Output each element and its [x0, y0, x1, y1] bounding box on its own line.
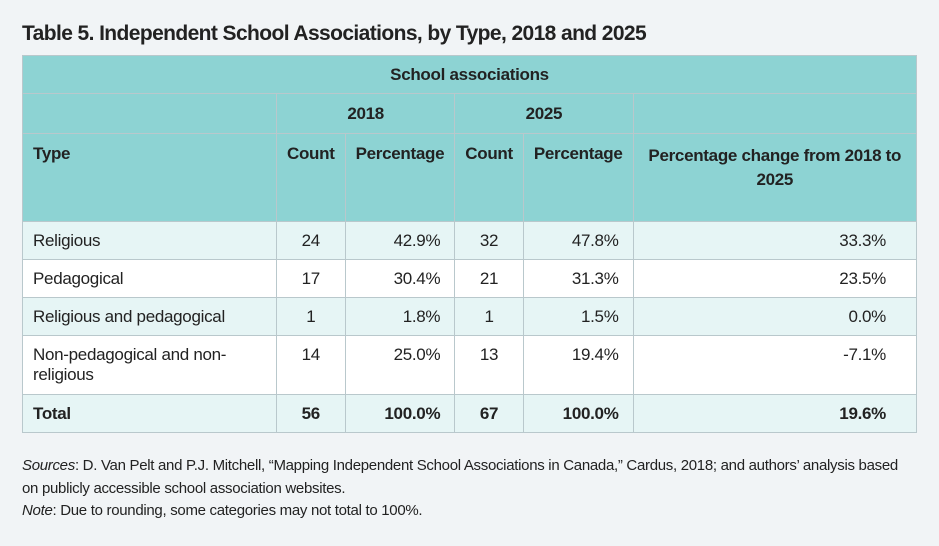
cell: 1.5%: [522, 297, 634, 336]
cell: 33.3%: [632, 221, 918, 260]
column-header: Count: [454, 133, 524, 222]
cell: 25.0%: [344, 335, 456, 395]
column-header: Type: [22, 133, 277, 222]
cell: 1.8%: [344, 297, 456, 336]
year-header: 2025: [454, 93, 634, 134]
cell: 17: [276, 259, 346, 298]
note-text: : Due to rounding, some categories may n…: [52, 502, 423, 519]
cell: 100.0%: [344, 394, 456, 433]
note-label: Note: [22, 502, 53, 519]
cell: 42.9%: [344, 221, 456, 260]
cell: -7.1%: [632, 335, 918, 395]
cell: 23.5%: [632, 259, 918, 298]
cell: 0.0%: [632, 297, 918, 336]
cell: 30.4%: [344, 259, 456, 298]
row-label: Non-pedagogical and non-religious: [22, 335, 277, 395]
table-title: Table 5. Independent School Associations…: [22, 22, 647, 45]
cell: 31.3%: [522, 259, 634, 298]
cell: 1: [276, 297, 346, 336]
column-header: Percentage: [344, 133, 456, 222]
sources-note: Sources: D. Van Pelt and P.J. Mitchell, …: [22, 455, 912, 500]
rounding-note: Note: Due to rounding, some categories m…: [22, 500, 912, 523]
cell: 56: [276, 394, 346, 433]
row-label: Religious and pedagogical: [22, 297, 277, 336]
sources-text: : D. Van Pelt and P.J. Mitchell, “Mappin…: [22, 457, 898, 497]
cell: 1: [454, 297, 524, 336]
column-header: Percentage change from 2018 to 2025: [632, 133, 918, 222]
table: School associations 2018 2025 Type Count P…: [22, 55, 918, 433]
table-row: Religious and pedagogical 1 1.8% 1 1.5% 0.0%: [22, 297, 918, 336]
group-header: School associations: [22, 55, 917, 94]
column-header: Percentage: [522, 133, 634, 222]
row-label: Pedagogical: [22, 259, 277, 298]
row-label: Religious: [22, 221, 277, 260]
cell: 19.4%: [522, 335, 634, 395]
column-header: Count: [276, 133, 346, 222]
header-cell: [632, 93, 918, 134]
table-row: Non-pedagogical and non-religious 14 25.0%…: [22, 335, 918, 395]
cell: 21: [454, 259, 524, 298]
cell: 47.8%: [522, 221, 634, 260]
table-row: Total 56 100.0% 67 100.0% 19.6%: [22, 394, 918, 433]
notes: Sources: D. Van Pelt and P.J. Mitchell, …: [22, 455, 912, 523]
cell: 13: [454, 335, 524, 395]
cell: 19.6%: [632, 394, 918, 433]
cell: 14: [276, 335, 346, 395]
cell: 100.0%: [522, 394, 634, 433]
row-label: Total: [22, 394, 277, 433]
table-row: Religious 24 42.9% 32 47.8% 33.3%: [22, 221, 918, 260]
header-cell: [22, 93, 277, 134]
cell: 32: [454, 221, 524, 260]
sources-label: Sources: [22, 457, 75, 474]
year-header: 2018: [275, 93, 456, 134]
table-row: Pedagogical 17 30.4% 21 31.3% 23.5%: [22, 259, 918, 298]
cell: 24: [276, 221, 346, 260]
cell: 67: [454, 394, 524, 433]
